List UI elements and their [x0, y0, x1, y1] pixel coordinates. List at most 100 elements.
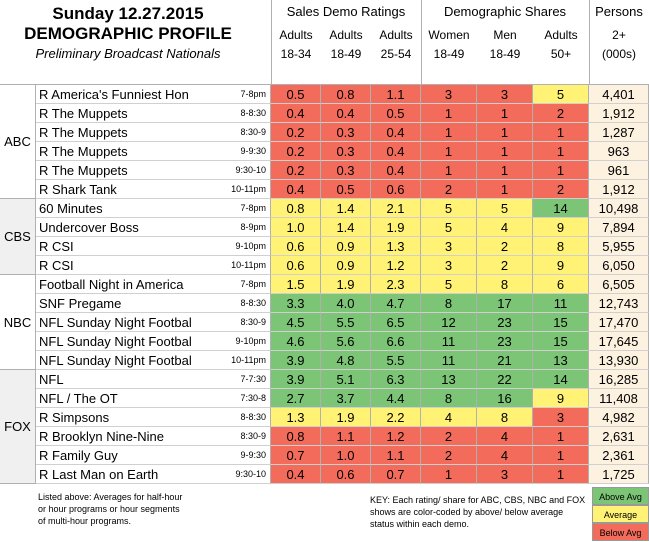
rating-value: 1.2 [371, 256, 421, 275]
rating-value: 0.7 [371, 465, 421, 484]
color-key-note: KEY: Each rating/ share for ABC, CBS, NB… [370, 495, 586, 529]
show-cell: R CSI 9-10pm [36, 237, 271, 256]
rating-value: 1.1 [371, 446, 421, 465]
rating-value: 0.5 [371, 104, 421, 123]
show-name: R Simpsons [39, 410, 110, 425]
table-row: R The Muppets 9-9:30 0.2 0.3 0.4 1 1 1 963 [36, 142, 649, 161]
show-cell: R CSI 10-11pm [36, 256, 271, 275]
rating-value: 12 [421, 313, 477, 332]
persons-value: 1,287 [589, 123, 649, 142]
rating-value: 9 [533, 389, 589, 408]
persons-value: 4,982 [589, 408, 649, 427]
rating-value: 3 [477, 465, 533, 484]
persons-value: 12,743 [589, 294, 649, 313]
rating-value: 0.8 [271, 427, 321, 446]
persons-value: 2,631 [589, 427, 649, 446]
table-row: NFL Sunday Night Footbal 10-11pm 3.9 4.8 5.5… [36, 351, 649, 370]
rating-value: 1.3 [271, 408, 321, 427]
show-cell: R Shark Tank 10-11pm [36, 180, 271, 199]
show-time: 7:30-8 [238, 389, 266, 407]
rating-value: 0.9 [321, 237, 371, 256]
rating-value: 1.9 [321, 408, 371, 427]
rating-value: 1.3 [371, 237, 421, 256]
table-row: R Last Man on Earth 9:30-10 0.4 0.6 0.7 1 3 1 1,… [36, 465, 649, 484]
rating-value: 5 [421, 275, 477, 294]
show-name: NFL Sunday Night Footbal [39, 334, 192, 349]
report-header: Sunday 12.27.2015 DEMOGRAPHIC PROFILE Pr… [0, 0, 649, 85]
rating-value: 3 [533, 408, 589, 427]
rating-value: 1 [477, 123, 533, 142]
rating-value: 1.5 [271, 275, 321, 294]
show-time: 9:30-10 [233, 161, 266, 179]
rating-value: 1 [477, 161, 533, 180]
rating-value: 1.1 [371, 85, 421, 104]
col-head-a1834: Adults 18-34 [279, 28, 313, 61]
rating-value: 22 [477, 370, 533, 389]
show-time: 8-8:30 [238, 104, 266, 122]
rating-value: 1.0 [321, 446, 371, 465]
rating-value: 1 [533, 123, 589, 142]
persons-value: 4,401 [589, 85, 649, 104]
show-cell: R The Muppets 8:30-9 [36, 123, 271, 142]
rating-value: 4 [477, 446, 533, 465]
show-name: Undercover Boss [39, 220, 139, 235]
show-time: 7-7:30 [238, 370, 266, 388]
show-time: 8-8:30 [238, 294, 266, 312]
show-time: 9-9:30 [238, 142, 266, 160]
col-head-w1849: Women 18-49 [428, 28, 470, 61]
show-time: 10-11pm [229, 256, 266, 274]
show-cell: R Family Guy 9-9:30 [36, 446, 271, 465]
persons-value: 16,285 [589, 370, 649, 389]
rating-value: 0.3 [321, 142, 371, 161]
persons-value: 11,408 [589, 389, 649, 408]
show-time: 8:30-9 [238, 427, 266, 445]
rating-value: 0.8 [321, 85, 371, 104]
rating-value: 13 [421, 370, 477, 389]
rating-value: 1 [421, 123, 477, 142]
col-head-a50: Adults 50+ [544, 28, 578, 61]
rating-value: 1 [533, 142, 589, 161]
rating-value: 2.1 [371, 199, 421, 218]
rating-value: 11 [421, 332, 477, 351]
persons-value: 6,505 [589, 275, 649, 294]
table-row: NFL / The OT 7:30-8 2.7 3.7 4.4 8 16 9 11,408 [36, 389, 649, 408]
col-head-persons: 2+ (000s) [601, 28, 636, 61]
rating-value: 1.0 [271, 218, 321, 237]
table-row: NFL Sunday Night Footbal 8:30-9 4.5 5.5 6.5 1… [36, 313, 649, 332]
show-time: 9-9:30 [238, 446, 266, 464]
rating-value: 3 [421, 256, 477, 275]
rating-value: 4.6 [271, 332, 321, 351]
rating-value: 3 [477, 85, 533, 104]
rating-value: 21 [477, 351, 533, 370]
table-row: NFL Sunday Night Footbal 9-10pm 4.6 5.6 6.6 1… [36, 332, 649, 351]
rating-value: 8 [421, 389, 477, 408]
rating-value: 1 [533, 465, 589, 484]
rating-value: 1.2 [371, 427, 421, 446]
show-time: 8:30-9 [238, 123, 266, 141]
rating-value: 8 [533, 237, 589, 256]
persons-value: 6,050 [589, 256, 649, 275]
persons-value: 961 [589, 161, 649, 180]
rating-value: 3.9 [271, 351, 321, 370]
network-label-fox: FOX [0, 370, 36, 484]
table-row: R Brooklyn Nine-Nine 8:30-9 0.8 1.1 1.2 2 4 1 2,… [36, 427, 649, 446]
rating-value: 1 [533, 446, 589, 465]
rating-value: 1 [421, 104, 477, 123]
show-time: 7-8pm [238, 199, 266, 217]
rating-value: 2 [421, 427, 477, 446]
rating-value: 4 [477, 218, 533, 237]
rating-value: 4 [421, 408, 477, 427]
rating-value: 9 [533, 218, 589, 237]
rating-value: 1 [477, 180, 533, 199]
rating-value: 0.6 [321, 465, 371, 484]
show-time: 7-8pm [238, 275, 266, 293]
rating-value: 5.5 [371, 351, 421, 370]
rating-value: 11 [533, 294, 589, 313]
rating-value: 2 [477, 256, 533, 275]
group-demo-shares: Demographic Shares [443, 4, 567, 19]
show-time: 10-11pm [229, 180, 266, 198]
rating-value: 5 [477, 199, 533, 218]
rating-value: 4.7 [371, 294, 421, 313]
show-name: R CSI [39, 239, 74, 254]
rating-value: 0.2 [271, 123, 321, 142]
